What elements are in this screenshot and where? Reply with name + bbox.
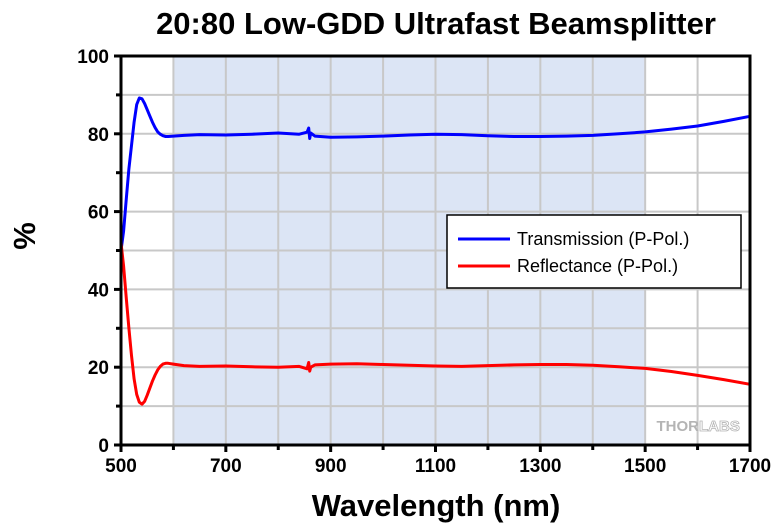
- legend-label: Transmission (P-Pol.): [517, 229, 689, 249]
- legend: Transmission (P-Pol.) Reflectance (P-Pol.…: [446, 214, 742, 289]
- x-tick-labels: 500 700 900 1100 1300 1500 1700: [105, 456, 771, 477]
- series-line-reflectance: [119, 241, 752, 406]
- x-tick-label: 1500: [624, 456, 666, 477]
- x-tick-label: 700: [210, 456, 242, 477]
- x-tick-label: 1700: [729, 456, 771, 477]
- chart-title: 20:80 Low-GDD Ultrafast Beamsplitter: [156, 6, 716, 41]
- y-tick-label: 40: [88, 280, 109, 301]
- y-tick-label: 60: [88, 203, 109, 224]
- x-tick-label: 900: [315, 456, 347, 477]
- legend-box: [446, 214, 742, 289]
- y-tick-label: 80: [88, 125, 109, 146]
- y-tick-label: 0: [98, 436, 109, 457]
- series-line-transmission: [119, 96, 752, 252]
- thorlabs-watermark: THOR LABS: [657, 418, 741, 436]
- y-tick-label: 20: [88, 358, 109, 379]
- x-tick-label: 1100: [415, 456, 456, 477]
- y-tick-labels: 0 20 40 60 80 100: [77, 47, 109, 457]
- legend-label: Reflectance (P-Pol.): [517, 256, 678, 276]
- x-axis-label: Wavelength (nm): [312, 488, 561, 523]
- y-axis-label: %: [7, 222, 42, 250]
- x-tick-label: 1300: [519, 456, 561, 477]
- watermark-thor: THOR: [657, 418, 700, 435]
- y-tick-label: 100: [77, 47, 109, 68]
- axes: [114, 54, 752, 452]
- watermark-labs: LABS: [699, 418, 740, 435]
- x-tick-label: 500: [105, 456, 137, 477]
- series-group: [119, 96, 752, 406]
